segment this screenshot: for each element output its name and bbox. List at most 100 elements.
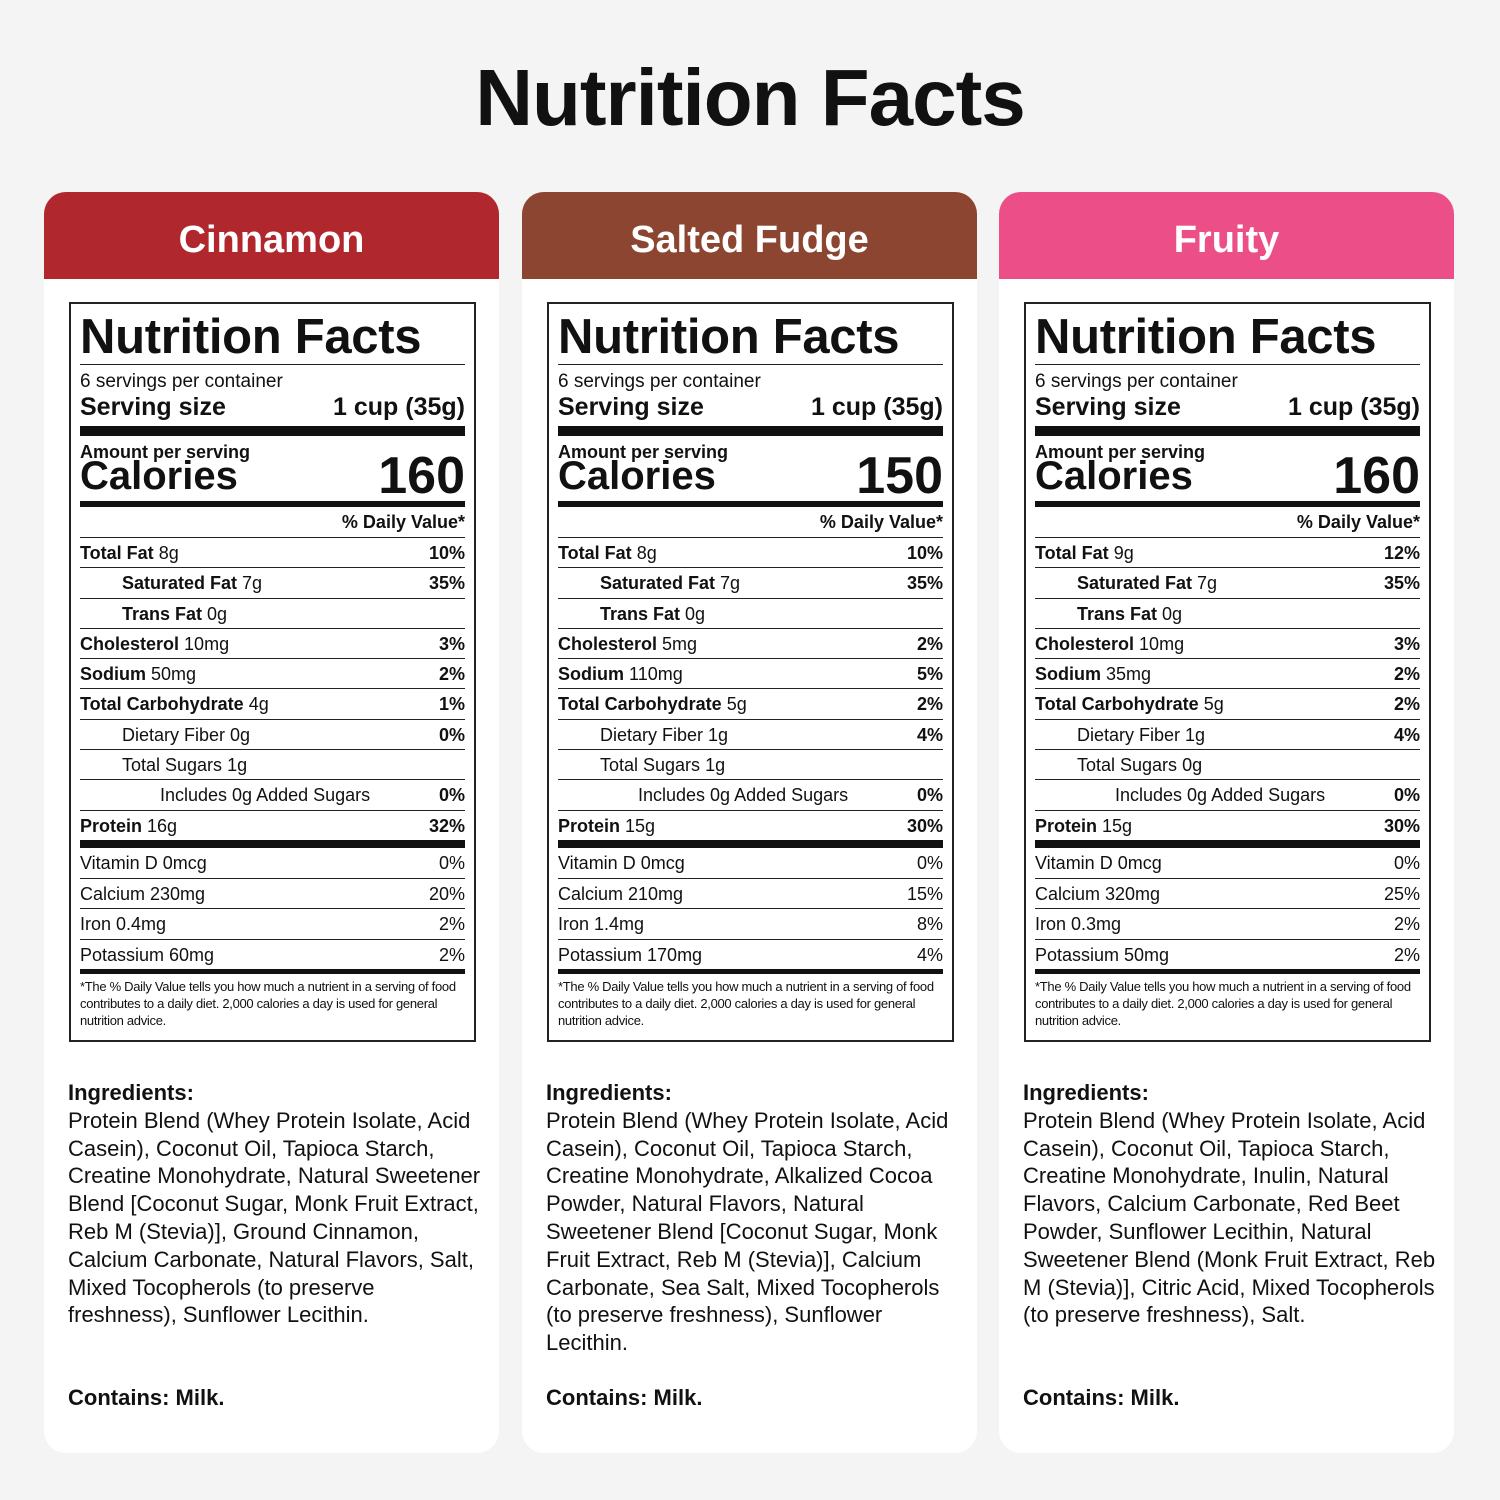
vitamin-name: Calcium 230mg: [80, 883, 206, 904]
vitamin-name: Vitamin D 0mcg: [80, 852, 207, 873]
vitamin-name: Calcium 320mg: [1035, 883, 1161, 904]
daily-value: 25%: [1383, 883, 1420, 904]
daily-value: 2%: [916, 694, 943, 715]
amount-per-serving: Amount per serving: [1035, 442, 1206, 462]
nutrient-amount: 15g: [1102, 815, 1133, 836]
nutrient: Dietary Fiber 1g: [1035, 720, 1205, 749]
serving-size-row: Serving size 1 cup (35g): [80, 393, 465, 436]
daily-value: 32%: [428, 815, 465, 836]
vitamin-row: Iron 0.3mg 2%: [1035, 908, 1420, 938]
daily-value: 1%: [438, 694, 465, 715]
vitamin-row: Vitamin D 0mcg 0%: [1035, 848, 1420, 878]
serving-size-label: Serving size: [80, 393, 226, 421]
nutrient-name: Total Fat: [558, 543, 632, 563]
nutrient-row: Cholesterol 10mg 3%: [80, 627, 465, 658]
nutrient-row: Cholesterol 10mg 3%: [1035, 627, 1420, 658]
nutrient-amount: 0g: [1182, 755, 1203, 776]
nutrient: Cholesterol 10mg: [1035, 629, 1184, 658]
nutrient: Sodium 50mg: [80, 659, 196, 688]
daily-value: 2%: [1393, 914, 1420, 935]
nutrient-amount: 0g: [207, 603, 228, 624]
vitamin-name: Calcium 210mg: [558, 883, 684, 904]
flavor-header: Cinnamon: [44, 192, 499, 279]
nutrient-row: Total Carbohydrate 4g 1%: [80, 688, 465, 718]
calories-label: Calories: [1035, 454, 1193, 498]
nutrient-name: Sodium: [80, 664, 146, 685]
footnote: *The % Daily Value tells you how much a …: [1035, 968, 1420, 1029]
daily-value-header: % Daily Value*: [1296, 512, 1420, 532]
nutrient-name: Dietary Fiber: [122, 724, 226, 745]
nutrient-name: Total Sugars: [1077, 755, 1178, 776]
daily-value: 15%: [906, 883, 943, 904]
vitamin-row: Calcium 320mg 25%: [1035, 877, 1420, 908]
nutrient: Dietary Fiber 0g: [80, 720, 250, 749]
nutrient-name: Saturated Fat: [122, 573, 238, 594]
daily-value: 0%: [1393, 785, 1420, 806]
serving-size: 1 cup (35g): [811, 393, 943, 421]
allergen-statement: Contains: Milk.: [546, 1385, 703, 1410]
nutrient: Includes 0g Added Sugars: [80, 780, 370, 809]
nutrition-label: Nutrition Facts 6 servings per container S…: [547, 302, 954, 1042]
nutrient: Protein 15g: [1035, 811, 1132, 840]
serving-size-label: Serving size: [558, 393, 704, 421]
ingredients-text: Protein Blend (Whey Protein Isolate, Aci…: [68, 1107, 481, 1328]
serving-size-row: Serving size 1 cup (35g): [1035, 393, 1420, 436]
daily-value: 8%: [916, 914, 943, 935]
ingredients-text: Protein Blend (Whey Protein Isolate, Aci…: [546, 1107, 949, 1356]
nutrient-row: Total Fat 8g 10%: [558, 537, 943, 567]
nutrient-row: Sodium 50mg 2%: [80, 658, 465, 688]
daily-value: 2%: [438, 664, 465, 685]
ingredients-heading: Ingredients:: [546, 1080, 672, 1105]
nutrient-name: Trans Fat: [122, 603, 203, 624]
nutrient: Total Sugars 1g: [80, 750, 247, 779]
nutrient-amount: 4g: [248, 694, 269, 715]
nutrition-label: Nutrition Facts 6 servings per container S…: [69, 302, 476, 1042]
serving-size-row: Serving size 1 cup (35g): [558, 393, 943, 436]
nutrient: Dietary Fiber 1g: [558, 720, 728, 749]
nutrient-amount: 1g: [227, 755, 248, 776]
flavor-header: Salted Fudge: [522, 192, 977, 279]
nutrient-row: Protein 16g 32%: [80, 809, 465, 848]
nutrient: Cholesterol 5mg: [558, 629, 697, 658]
nutrient-row: Total Fat 9g 12%: [1035, 537, 1420, 567]
flavor-panel: Fruity Nutrition Facts 6 servings per cont…: [999, 192, 1454, 1453]
nutrient-name: Trans Fat: [1077, 603, 1158, 624]
daily-value: 5%: [916, 664, 943, 685]
serving-size: 1 cup (35g): [333, 393, 465, 421]
servings: 6 servings per container: [80, 371, 283, 392]
nutrient: Protein 16g: [80, 811, 177, 840]
nutrient-amount: 1g: [1185, 724, 1206, 745]
daily-value: 30%: [906, 815, 943, 836]
ingredients: Ingredients: Protein Blend (Whey Protein …: [546, 1079, 961, 1357]
daily-value-header: % Daily Value*: [819, 512, 943, 532]
nutrient-row: Includes 0g Added Sugars 0%: [80, 779, 465, 809]
nutrient: Sodium 110mg: [558, 659, 683, 688]
nutrient: Total Fat 8g: [80, 538, 179, 567]
nutrient-row: Includes 0g Added Sugars 0%: [558, 779, 943, 809]
nutrient: Trans Fat 0g: [1035, 599, 1182, 628]
nutrient-amount: 10mg: [184, 633, 230, 654]
daily-value: 10%: [428, 543, 465, 563]
ingredients: Ingredients: Protein Blend (Whey Protein …: [1023, 1079, 1438, 1329]
vitamin-name: Iron 0.3mg: [1035, 914, 1122, 935]
nutrient-name: Sodium: [1035, 664, 1101, 685]
allergen-statement: Contains: Milk.: [1023, 1385, 1180, 1410]
nutrient-row: Total Fat 8g 10%: [80, 537, 465, 567]
daily-value: 35%: [906, 573, 943, 594]
vitamin-row: Iron 0.4mg 2%: [80, 908, 465, 938]
nutrient: Total Carbohydrate 5g: [558, 689, 747, 718]
label-title: Nutrition Facts: [80, 310, 465, 365]
nutrient-name: Saturated Fat: [1077, 573, 1193, 594]
nutrient-amount: 7g: [1197, 573, 1218, 594]
nutrient: Protein 15g: [558, 811, 655, 840]
nutrient-amount: 5mg: [662, 633, 698, 654]
nutrient-row: Protein 15g 30%: [1035, 809, 1420, 848]
daily-value: 0%: [916, 852, 943, 873]
calories-label: Calories: [80, 454, 238, 498]
daily-value: 2%: [438, 914, 465, 935]
nutrient-name: Trans Fat: [600, 603, 681, 624]
nutrient: Cholesterol 10mg: [80, 629, 229, 658]
nutrient-row: Saturated Fat 7g 35%: [558, 567, 943, 597]
vitamin-row: Iron 1.4mg 8%: [558, 908, 943, 938]
nutrition-label: Nutrition Facts 6 servings per container S…: [1024, 302, 1431, 1042]
